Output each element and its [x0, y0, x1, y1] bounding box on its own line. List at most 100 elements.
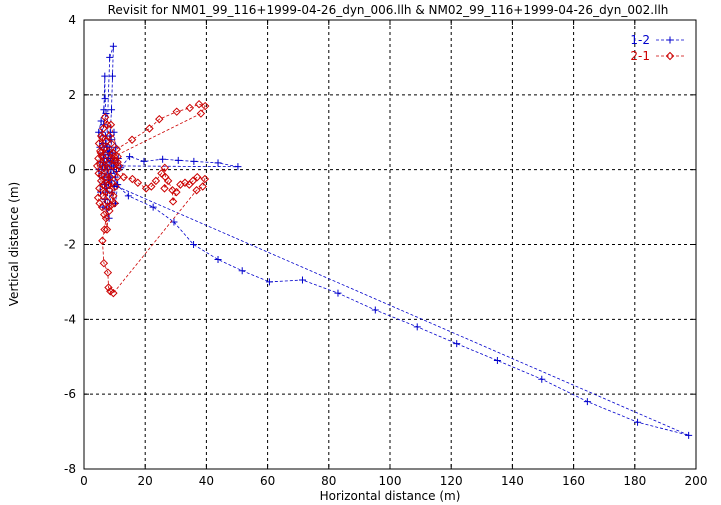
legend-label: 2-1 — [630, 49, 650, 63]
y-tick-label: -4 — [64, 312, 76, 326]
data-point — [196, 109, 206, 118]
data-point — [214, 159, 222, 167]
data-point — [151, 176, 161, 186]
data-point — [99, 210, 109, 219]
data-point — [112, 144, 121, 154]
data-point — [105, 206, 114, 216]
data-point — [96, 148, 106, 158]
y-tick-label: -8 — [64, 462, 76, 476]
data-point — [98, 133, 107, 143]
series-2-1 — [92, 99, 210, 298]
data-point — [92, 161, 102, 171]
data-point — [102, 225, 112, 234]
x-tick-label: 180 — [623, 474, 646, 488]
data-point — [102, 110, 110, 118]
data-point — [453, 340, 461, 348]
data-point — [168, 197, 178, 206]
data-point — [149, 203, 157, 211]
data-point — [95, 184, 104, 193]
data-point — [538, 375, 546, 383]
data-point — [108, 161, 117, 171]
data-point — [194, 99, 204, 109]
x-axis-label: Horizontal distance (m) — [320, 489, 461, 503]
data-point — [99, 124, 108, 133]
data-point — [96, 176, 106, 186]
data-point — [334, 289, 342, 297]
data-point — [127, 135, 137, 144]
y-tick-label: 2 — [68, 88, 76, 102]
data-point — [108, 72, 116, 80]
data-point — [105, 186, 114, 195]
y-tick-label: -2 — [64, 238, 76, 252]
data-point — [583, 398, 591, 406]
data-point — [160, 184, 169, 193]
data-point — [119, 172, 128, 182]
data-point — [188, 176, 198, 186]
data-point — [214, 255, 222, 263]
data-point — [185, 103, 195, 113]
data-point — [371, 306, 379, 314]
data-point — [100, 225, 109, 234]
data-point — [634, 418, 642, 426]
data-point — [98, 191, 108, 201]
data-point — [133, 178, 143, 187]
data-point — [106, 154, 115, 163]
data-point — [265, 278, 273, 286]
data-point — [113, 172, 122, 182]
data-point — [413, 323, 421, 331]
data-point — [100, 113, 110, 122]
data-point — [109, 42, 117, 50]
data-point — [109, 191, 118, 201]
data-point — [234, 163, 242, 171]
data-point — [108, 148, 117, 158]
data-point — [200, 101, 210, 111]
data-point — [155, 114, 164, 124]
legend-marker — [666, 36, 674, 44]
axis-ticks: 0 20 40 60 80 100 120 140 160 180 200 -8 -6 -4 -2 0 2 4 — [64, 13, 707, 488]
grid — [84, 20, 696, 469]
data-point — [113, 157, 122, 167]
x-tick-label: 160 — [562, 474, 585, 488]
data-point — [192, 186, 201, 195]
data-point — [174, 156, 182, 164]
legend-marker — [665, 51, 675, 61]
data-point — [168, 186, 177, 195]
data-point — [147, 182, 156, 191]
data-point — [193, 172, 202, 182]
data-point — [100, 106, 108, 114]
legend: 1-22-1 — [630, 33, 684, 63]
data-point — [104, 131, 114, 141]
data-point — [190, 157, 198, 165]
data-point — [108, 106, 116, 114]
data-point — [97, 117, 105, 125]
data-point — [180, 178, 190, 187]
y-tick-label: -6 — [64, 387, 76, 401]
data-point — [157, 169, 166, 178]
data-point — [101, 187, 110, 197]
data-point — [113, 152, 122, 161]
data-point — [200, 174, 210, 184]
data-point — [104, 202, 113, 212]
data-point — [198, 182, 207, 191]
chart-title: Revisit for NM01_99_116+1999-04-26_dyn_0… — [108, 3, 669, 17]
data-point — [110, 128, 118, 136]
series-line — [98, 46, 689, 436]
x-tick-label: 20 — [138, 474, 153, 488]
data-point — [124, 192, 132, 200]
data-point — [104, 146, 113, 156]
data-point — [98, 236, 107, 245]
data-point — [145, 124, 154, 133]
data-point — [106, 120, 116, 129]
legend-label: 1-2 — [630, 33, 650, 47]
x-tick-label: 100 — [379, 474, 402, 488]
data-point — [103, 120, 112, 129]
x-tick-label: 200 — [685, 474, 708, 488]
data-point — [298, 276, 306, 284]
data-point — [114, 161, 124, 171]
x-tick-label: 80 — [321, 474, 336, 488]
data-point — [160, 163, 169, 173]
data-point — [685, 431, 693, 439]
x-tick-label: 40 — [199, 474, 214, 488]
data-point — [97, 171, 106, 180]
y-tick-label: 4 — [68, 13, 76, 27]
